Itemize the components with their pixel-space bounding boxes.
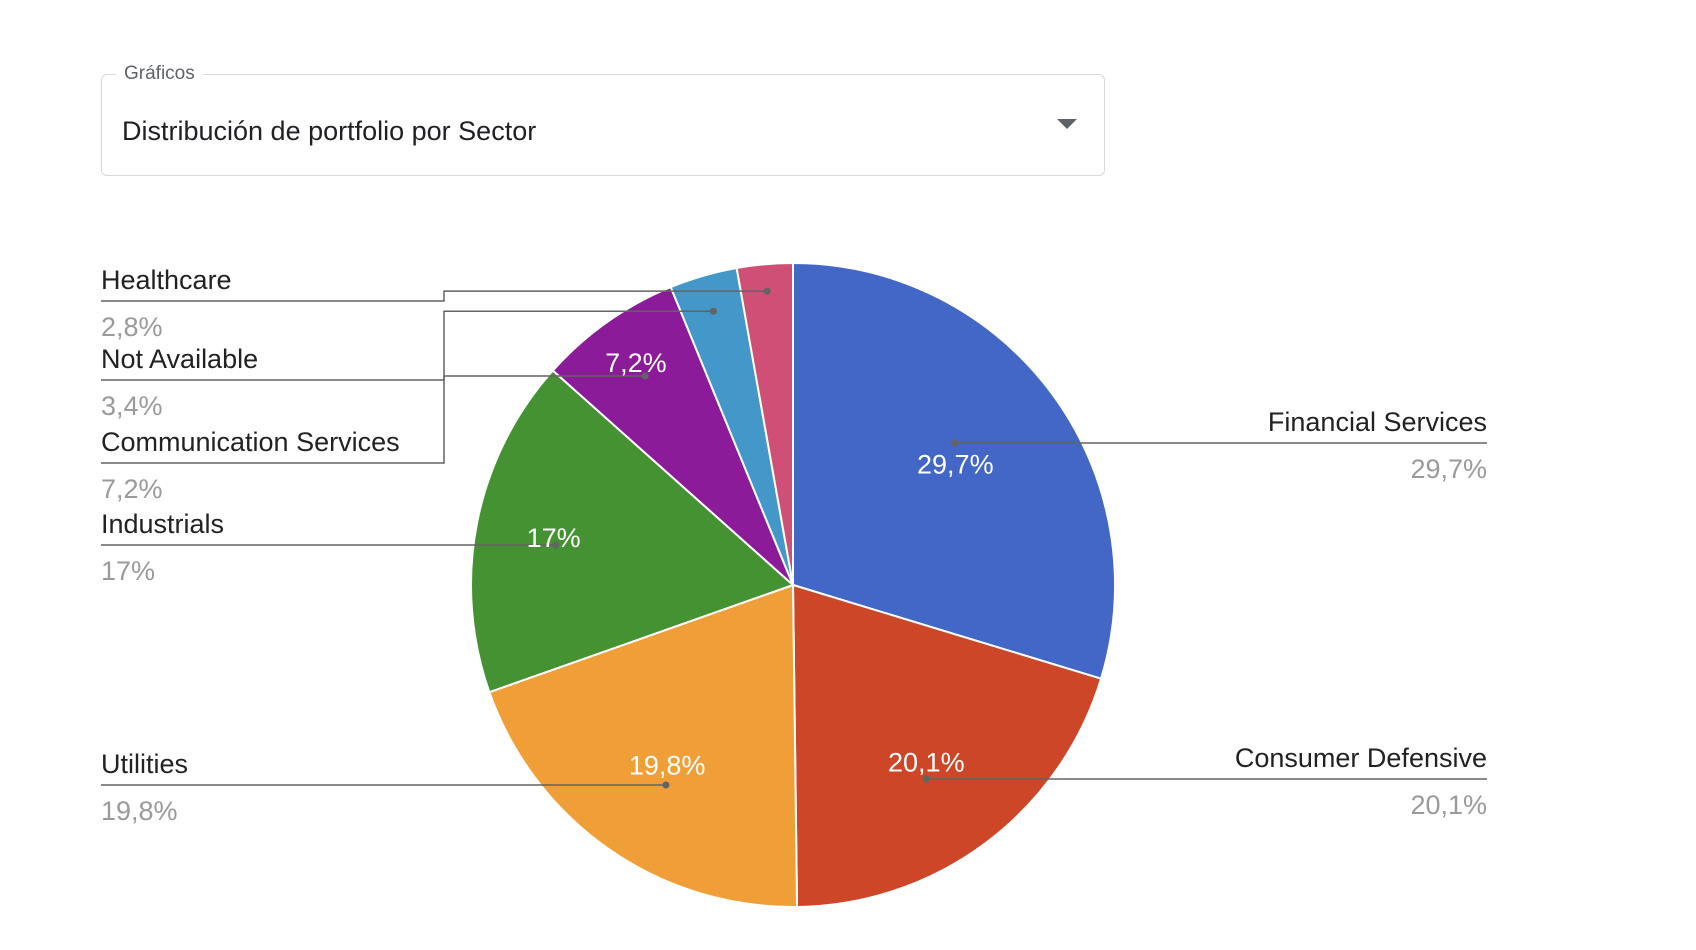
slice-legend-labels: Financial Services 29,7% Consumer Defensiv… <box>101 265 1487 826</box>
legend-label-healthcare: Healthcare <box>101 265 232 295</box>
leader-dot-consumer-defensive <box>922 775 930 783</box>
leader-lines <box>101 287 1487 789</box>
leader-dot-utilities <box>662 781 670 789</box>
leader-dot-industrials <box>552 541 560 549</box>
chart-selector[interactable]: Gráficos Distribución de portfolio por S… <box>101 62 1105 176</box>
legend-label-utilities: Utilities <box>101 749 188 779</box>
legend-value-utilities: 19,8% <box>101 796 178 826</box>
legend-value-industrials: 17% <box>101 556 155 586</box>
legend-value-communication-services: 7,2% <box>101 474 163 504</box>
leader-line-healthcare <box>101 290 768 302</box>
legend-label-communication-services: Communication Services <box>101 427 400 457</box>
pie-slice-healthcare[interactable] <box>735 261 794 586</box>
pie-slice-consumer-defensive[interactable] <box>791 583 1103 908</box>
legend-label-not-available: Not Available <box>101 344 258 374</box>
chart-selector-label: Gráficos <box>116 62 203 86</box>
leader-dot-not-available <box>710 307 717 315</box>
pie-slice-industrials[interactable] <box>470 369 795 694</box>
legend-value-not-available: 3,4% <box>101 391 163 421</box>
legend-label-consumer-defensive: Consumer Defensive <box>1235 743 1487 773</box>
leader-dot-communication-services <box>641 372 649 380</box>
pie-slice-financial-services[interactable] <box>792 261 1116 680</box>
slice-percent-communication-services: 7,2% <box>605 348 667 378</box>
leader-dot-financial-services <box>951 439 958 447</box>
pie-slice-communication-services[interactable] <box>551 285 794 586</box>
leader-dot-healthcare <box>763 287 771 295</box>
slice-percent-industrials: 17% <box>527 523 581 553</box>
slice-percent-consumer-defensive: 20,1% <box>888 748 965 778</box>
legend-label-industrials: Industrials <box>101 509 224 539</box>
slice-percent-labels: 29,7% 20,1% 19,8% 17% 7,2% <box>527 348 994 780</box>
leader-line-not-available <box>101 310 714 381</box>
slice-percent-utilities: 19,8% <box>629 750 706 780</box>
legend-value-consumer-defensive: 20,1% <box>1410 790 1487 820</box>
leader-line-communication-services <box>101 375 646 464</box>
chart-selector-value: Distribución de portfolio por Sector <box>122 116 537 146</box>
legend-label-financial-services: Financial Services <box>1268 407 1487 437</box>
legend-value-financial-services: 29,7% <box>1410 454 1487 484</box>
dropdown-arrow-icon[interactable] <box>1057 119 1077 129</box>
slice-percent-financial-services: 29,7% <box>917 450 994 480</box>
pie-slices <box>470 261 1116 908</box>
legend-value-healthcare: 2,8% <box>101 312 163 342</box>
